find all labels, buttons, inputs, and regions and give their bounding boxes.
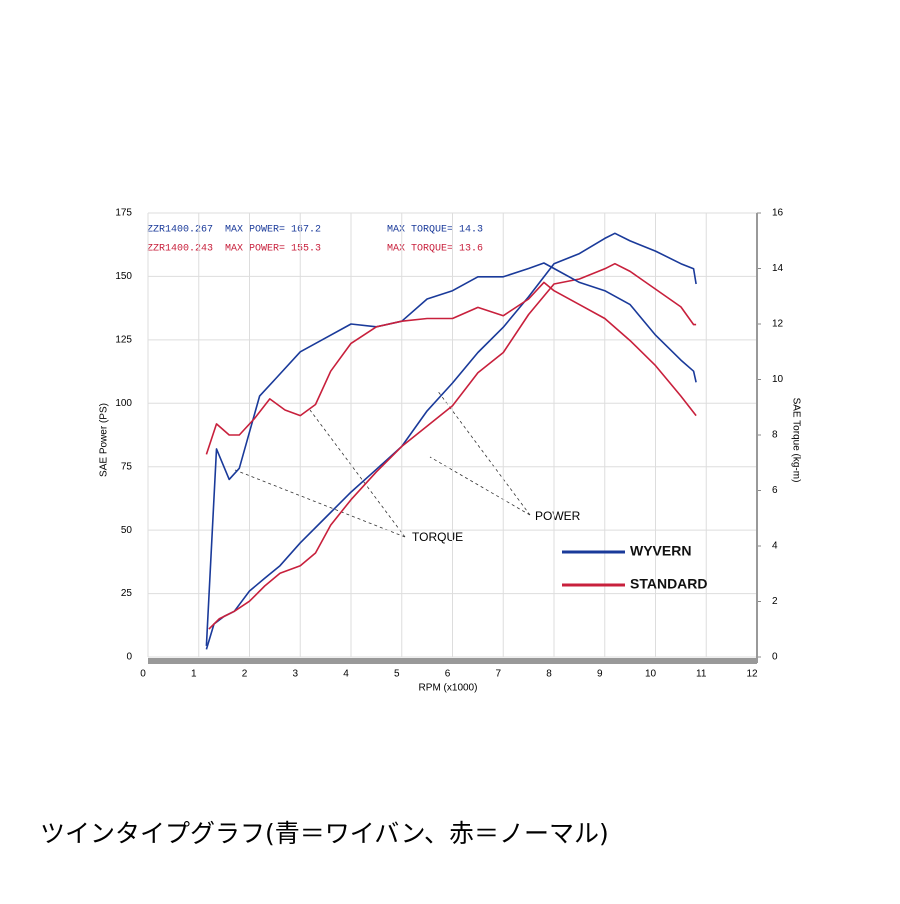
- x-tick-label: 11: [696, 669, 707, 680]
- info-text: ZZR1400.243 MAX POWER= 155.3: [147, 244, 321, 255]
- y-tick-label: 100: [115, 398, 132, 409]
- annotation: TORQUE: [412, 530, 463, 544]
- y2-tick-label: 8: [772, 430, 778, 441]
- x-tick-label: 2: [242, 669, 248, 680]
- x-tick-label: 3: [292, 669, 298, 680]
- y2-tick-label: 14: [772, 263, 784, 274]
- y-tick-label: 125: [115, 334, 132, 345]
- legend-label: STANDARD: [630, 576, 708, 592]
- y2-tick-label: 4: [772, 541, 778, 552]
- y-tick-label: 150: [115, 271, 132, 282]
- x-tick-label: 6: [445, 669, 451, 680]
- info-text: MAX TORQUE= 13.6: [387, 244, 483, 255]
- y-tick-label: 75: [121, 461, 133, 472]
- annotation: POWER: [535, 509, 581, 523]
- series-line: [208, 262, 697, 630]
- y2-axis-title: SAE Torque (kg-m): [790, 398, 801, 483]
- y2-tick-label: 12: [772, 319, 784, 330]
- info-text: MAX TORQUE= 14.3: [387, 225, 483, 236]
- legend-label: WYVERN: [630, 543, 691, 559]
- y2-tick-label: 2: [772, 596, 778, 607]
- x-tick-label: 1: [191, 669, 197, 680]
- y-tick-label: 175: [115, 208, 132, 219]
- x-tick-label: 7: [495, 669, 501, 680]
- x-tick-label: 8: [546, 669, 552, 680]
- series-line: [205, 262, 697, 646]
- axis: [148, 658, 757, 664]
- y-axis-title: SAE Power (PS): [99, 403, 110, 477]
- y-tick-label: 50: [121, 525, 133, 536]
- x-tick-label: 10: [645, 669, 657, 680]
- x-tick-label: 4: [343, 669, 349, 680]
- x-tick-label: 12: [746, 669, 758, 680]
- caption: ツインタイプグラフ(青＝ワイバン、赤＝ノーマル): [40, 819, 609, 848]
- y2-tick-label: 6: [772, 485, 778, 496]
- info-text: ZZR1400.267 MAX POWER= 167.2: [147, 225, 321, 236]
- x-axis-title: RPM (x1000): [419, 683, 478, 694]
- y2-tick-label: 16: [772, 208, 784, 219]
- x-tick-label: 9: [597, 669, 603, 680]
- y-tick-label: 25: [121, 588, 133, 599]
- series-line: [205, 281, 697, 455]
- y2-tick-label: 10: [772, 374, 784, 385]
- x-tick-label: 5: [394, 669, 400, 680]
- y-tick-label: 0: [126, 652, 132, 663]
- x-tick-label: 0: [140, 669, 146, 680]
- y2-tick-label: 0: [772, 652, 778, 663]
- series-line: [205, 232, 697, 650]
